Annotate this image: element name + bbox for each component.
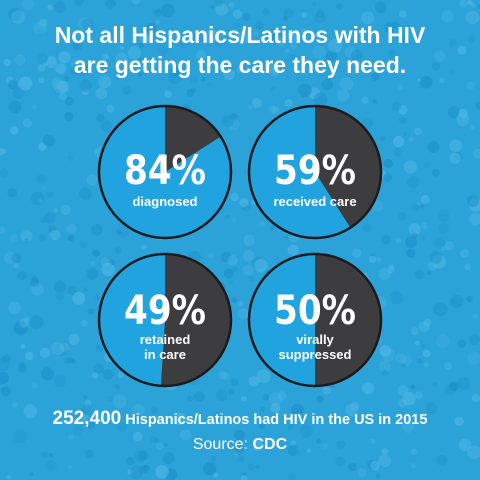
pie-category-label: in care [144,347,186,362]
pie-category-label: virally [296,332,334,347]
pie-category-label: received care [273,194,356,209]
pie-value-label: 59% [274,148,356,194]
pie-category-label: suppressed [279,347,352,362]
pie-chart-1: 84%diagnosed [97,104,233,240]
pie-value-slice [99,254,165,386]
footer-source: Source: CDC [0,436,480,454]
pie-value-slice [249,106,351,238]
footer: 252,400 Hispanics/Latinos had HIV in the… [0,408,480,454]
pie-outline [247,104,383,240]
title-line-2: are getting the care they need. [73,52,407,78]
pie-outline [247,252,383,388]
footer-stat: 252,400 Hispanics/Latinos had HIV in the… [0,408,480,430]
pie-chart-2: 59%received care [247,104,383,240]
pie-value-label: 49% [124,288,206,334]
source-prefix: Source: [192,436,248,453]
pie-outline [97,104,233,240]
pie-value-slice [99,106,232,238]
source-name: CDC [252,436,288,453]
pie-value-label: 84% [124,148,206,194]
page-title: Not all Hispanics/Latinos with HIV are g… [0,20,480,80]
pie-category-label: retained [140,332,191,347]
pie-value-label: 50% [274,288,356,334]
pie-outline [97,252,233,388]
pie-value-slice [249,254,315,386]
footer-text: Hispanics/Latinos had HIV in the US in 2… [125,412,428,428]
footer-count: 252,400 [52,408,122,429]
title-line-1: Not all Hispanics/Latinos with HIV [54,22,426,48]
pie-category-label: diagnosed [132,194,197,209]
